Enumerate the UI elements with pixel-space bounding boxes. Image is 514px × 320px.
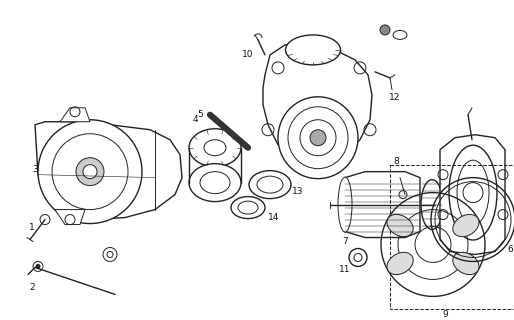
Ellipse shape	[453, 214, 479, 237]
Text: 1: 1	[29, 223, 35, 232]
Circle shape	[83, 165, 97, 179]
Ellipse shape	[387, 214, 413, 237]
Ellipse shape	[338, 177, 352, 232]
Polygon shape	[35, 122, 182, 220]
Text: 9: 9	[442, 310, 448, 319]
Polygon shape	[345, 172, 420, 237]
Ellipse shape	[285, 35, 340, 65]
Circle shape	[36, 264, 40, 268]
Text: 2: 2	[29, 283, 35, 292]
Circle shape	[300, 120, 336, 156]
Text: 4: 4	[192, 115, 198, 124]
Ellipse shape	[288, 107, 348, 169]
Circle shape	[52, 134, 128, 210]
Ellipse shape	[453, 252, 479, 275]
Ellipse shape	[421, 180, 443, 229]
Polygon shape	[263, 42, 372, 162]
Bar	[390, 165, 514, 309]
Text: 3: 3	[32, 165, 38, 174]
Text: 7: 7	[342, 237, 348, 246]
Polygon shape	[55, 210, 85, 225]
Ellipse shape	[457, 160, 489, 225]
Ellipse shape	[387, 252, 413, 275]
Circle shape	[310, 130, 326, 146]
Circle shape	[76, 158, 104, 186]
Circle shape	[380, 25, 390, 35]
Ellipse shape	[449, 145, 497, 240]
Text: 8: 8	[393, 157, 399, 166]
Ellipse shape	[189, 129, 241, 167]
Polygon shape	[440, 135, 505, 254]
Text: 5: 5	[197, 110, 203, 119]
Ellipse shape	[200, 172, 230, 194]
Text: 6: 6	[507, 245, 513, 254]
Text: 12: 12	[389, 93, 401, 102]
Ellipse shape	[278, 97, 358, 179]
Polygon shape	[60, 108, 90, 122]
Ellipse shape	[189, 164, 241, 202]
Text: 10: 10	[242, 50, 254, 60]
Ellipse shape	[204, 140, 226, 156]
Ellipse shape	[231, 196, 265, 219]
Ellipse shape	[257, 176, 283, 193]
Circle shape	[463, 183, 483, 203]
Text: 13: 13	[292, 187, 304, 196]
Ellipse shape	[238, 201, 258, 214]
Text: 11: 11	[339, 265, 351, 274]
Ellipse shape	[249, 171, 291, 199]
Circle shape	[38, 120, 142, 224]
Text: 14: 14	[268, 213, 280, 222]
